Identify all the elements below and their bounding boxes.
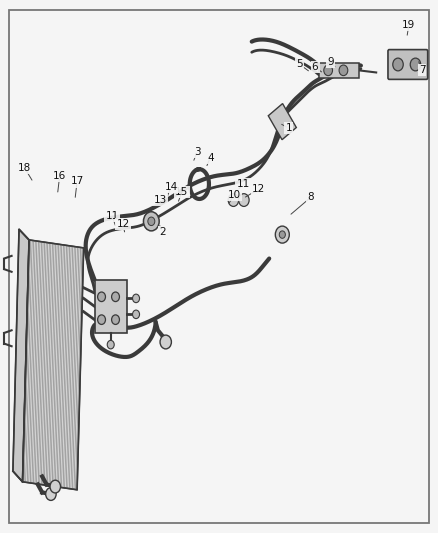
Text: 19: 19 (402, 20, 416, 30)
Text: 17: 17 (71, 176, 84, 187)
Text: 8: 8 (307, 192, 314, 203)
Text: 12: 12 (252, 184, 265, 195)
Text: 5: 5 (297, 60, 303, 69)
Circle shape (144, 212, 159, 231)
Circle shape (107, 341, 114, 349)
Text: 2: 2 (159, 227, 166, 237)
Bar (319, 63, 359, 78)
Text: 16: 16 (53, 171, 66, 181)
Circle shape (160, 335, 171, 349)
Circle shape (112, 315, 120, 325)
Circle shape (98, 315, 106, 325)
Circle shape (46, 488, 56, 500)
Circle shape (133, 310, 140, 319)
Circle shape (324, 65, 332, 76)
Text: 9: 9 (327, 57, 334, 67)
Text: 4: 4 (207, 152, 214, 163)
Circle shape (148, 217, 155, 225)
Text: 11: 11 (106, 211, 119, 221)
Circle shape (239, 193, 249, 206)
Circle shape (410, 58, 421, 71)
Bar (95, 280, 127, 333)
Text: 13: 13 (153, 195, 167, 205)
Text: 11: 11 (237, 179, 250, 189)
Text: 18: 18 (18, 163, 32, 173)
Text: 15: 15 (175, 187, 188, 197)
Text: 12: 12 (117, 219, 130, 229)
Circle shape (279, 231, 286, 238)
Text: 10: 10 (228, 190, 241, 200)
Circle shape (228, 193, 239, 206)
FancyBboxPatch shape (388, 50, 427, 79)
Text: 6: 6 (312, 62, 318, 72)
Circle shape (393, 58, 403, 71)
Circle shape (98, 292, 106, 302)
Text: 7: 7 (419, 65, 425, 75)
Circle shape (276, 226, 289, 243)
Circle shape (50, 480, 60, 493)
Circle shape (339, 65, 348, 76)
Text: 3: 3 (194, 147, 201, 157)
Circle shape (133, 294, 140, 303)
Circle shape (112, 292, 120, 302)
Text: 1: 1 (286, 123, 292, 133)
Polygon shape (22, 240, 84, 490)
Polygon shape (13, 229, 29, 482)
Text: 14: 14 (164, 182, 177, 192)
Bar (268, 103, 297, 140)
